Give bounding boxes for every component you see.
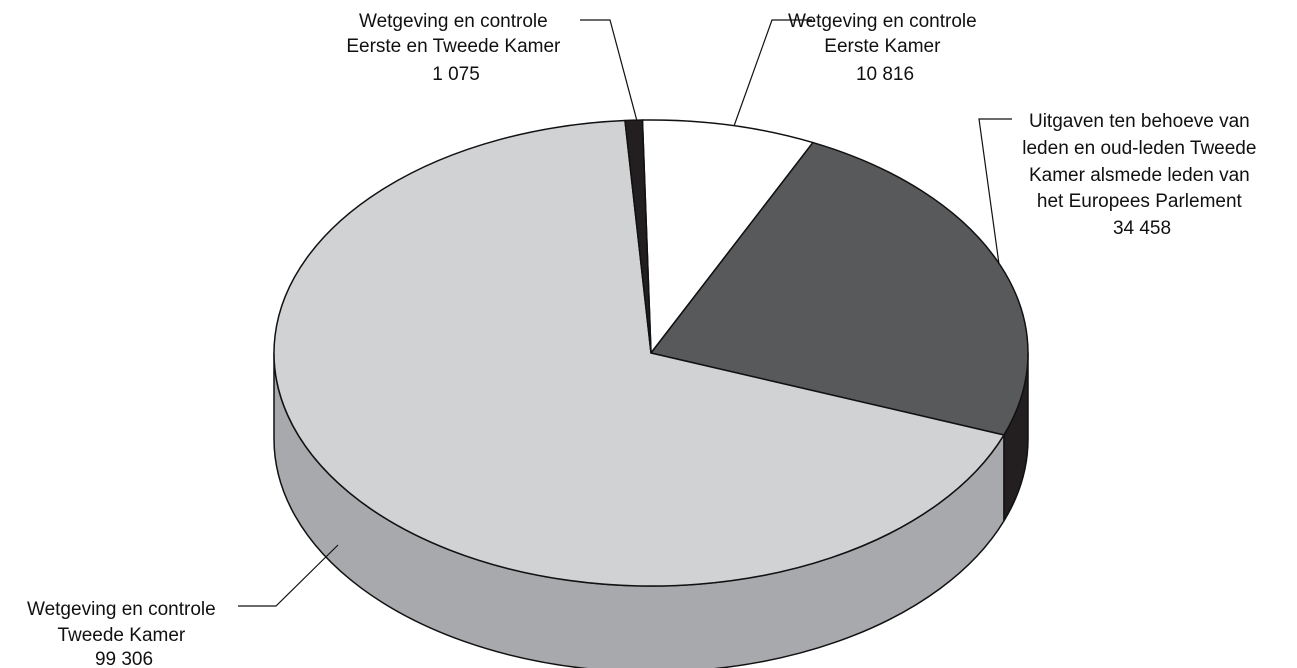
slice-label-line: het Europees Parlement: [1037, 191, 1243, 212]
pie-slice: [641, 119, 814, 354]
leader-lines: [238, 19, 1012, 607]
pie-slice: [650, 141, 1029, 436]
slice-label-line: Wetgeving en controle: [359, 11, 548, 32]
pie-slice: [624, 119, 652, 354]
leader-line: [580, 19, 638, 122]
slice-label-line: leden en oud-leden Tweede: [1022, 138, 1256, 159]
pie-slice: [273, 119, 1005, 587]
slice-label-uitgaven-leden: Uitgaven ten behoeve van leden en oud-le…: [1022, 111, 1261, 239]
leader-line: [238, 544, 339, 607]
slice-labels: Wetgeving en controle Eerste Kamer 10 81…: [27, 11, 1261, 668]
slice-label-eerste-en-tweede-kamer: Wetgeving en controle Eerste en Tweede K…: [346, 11, 565, 85]
slice-label-line: Uitgaven ten behoeve van: [1029, 111, 1250, 132]
slice-value-label: 1 075: [432, 64, 480, 85]
slice-label-line: Wetgeving en controle: [788, 11, 977, 32]
slice-value-label: 34 458: [1113, 218, 1171, 239]
slice-label-line: Kamer alsmede leden van: [1029, 165, 1250, 186]
leader-line: [733, 19, 812, 127]
slice-label-line: Tweede Kamer: [57, 625, 185, 646]
slice-label-eerste-kamer: Wetgeving en controle Eerste Kamer 10 81…: [788, 11, 982, 85]
slice-label-line: Eerste Kamer: [824, 36, 941, 57]
pie-slices: [273, 119, 1029, 587]
slice-label-tweede-kamer: Wetgeving en controle Tweede Kamer 99 30…: [27, 599, 221, 668]
slice-value-label: 10 816: [856, 64, 914, 85]
slice-label-line: Wetgeving en controle: [27, 599, 216, 620]
slice-label-line: Eerste en Tweede Kamer: [346, 36, 561, 57]
slice-value-label: 99 306: [95, 649, 153, 668]
leader-line: [978, 118, 1012, 265]
